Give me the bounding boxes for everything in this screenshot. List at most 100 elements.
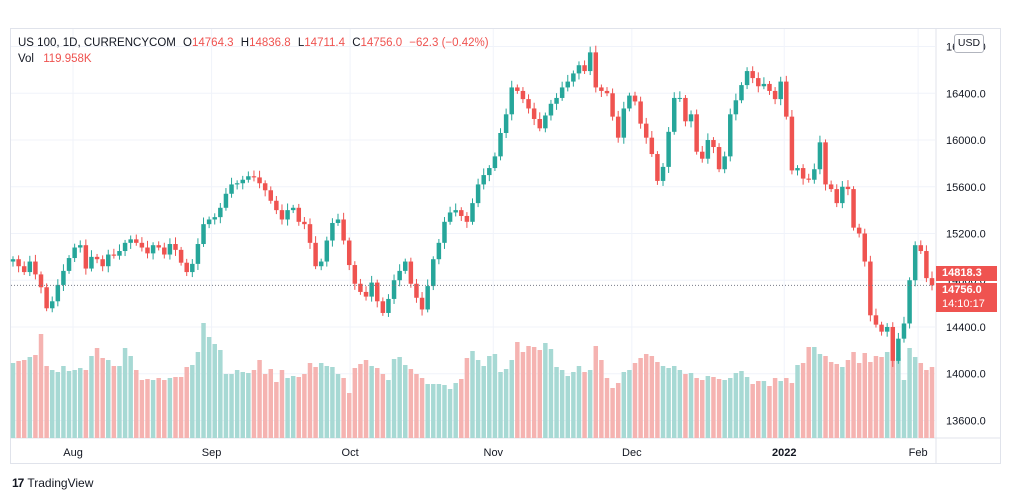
y-tick-label: 13600.0: [946, 415, 986, 427]
volume-bar: [425, 384, 430, 438]
candle-body: [16, 259, 21, 267]
candle-body: [509, 87, 514, 115]
volume-bar: [386, 380, 391, 438]
volume-bar: [195, 352, 201, 438]
volume-bar: [784, 378, 789, 438]
volume-bar: [587, 370, 593, 438]
volume-bar: [834, 364, 839, 438]
volume-bar: [296, 377, 302, 438]
candle-body: [840, 186, 845, 204]
candle-body: [128, 239, 133, 243]
candle-body: [324, 240, 330, 262]
volume-bar: [638, 358, 643, 438]
candle-body: [49, 301, 55, 309]
currency-button[interactable]: USD: [954, 34, 984, 53]
candle-body: [789, 116, 795, 171]
volume-bar: [475, 360, 481, 438]
candle-body: [335, 219, 341, 223]
volume-bar: [582, 372, 587, 438]
volume-bar: [408, 369, 414, 438]
volume-bar: [728, 378, 733, 438]
candle-body: [901, 323, 907, 339]
volume-bar: [89, 356, 94, 438]
candle-body: [156, 245, 161, 248]
symbol-label: US 100, 1D, CURRENCYCOM: [18, 37, 176, 49]
candle-body: [503, 114, 509, 134]
candle-body: [643, 123, 649, 138]
volume-bar: [464, 358, 470, 438]
candle-body: [722, 156, 727, 170]
candle-body: [408, 261, 414, 284]
candle-body: [44, 287, 49, 309]
volume-bar: [346, 393, 352, 438]
volume-bar: [896, 358, 901, 438]
candle-body: [700, 151, 705, 159]
candle-body: [10, 259, 16, 262]
candle-body: [397, 270, 402, 281]
candle-body: [274, 200, 279, 211]
volume-bar: [27, 357, 33, 438]
volume-bar: [391, 359, 397, 438]
volume-bar: [884, 352, 890, 438]
volume-bar: [290, 376, 296, 438]
volume-bar: [431, 384, 436, 438]
candle-body: [531, 108, 537, 119]
candle-body: [55, 284, 61, 302]
candle-body: [823, 142, 828, 185]
candle-body: [223, 193, 229, 208]
candle-body: [447, 212, 453, 222]
volume-bar: [111, 366, 117, 438]
candle-body: [240, 179, 245, 184]
countdown-tag: 14:10:17: [936, 297, 997, 312]
volume-bar: [201, 323, 206, 438]
volume-bar: [257, 360, 262, 438]
candle-body: [812, 169, 817, 180]
tradingview-brand[interactable]: 17 TradingView: [12, 476, 93, 490]
candle-body: [195, 244, 201, 264]
candle-body: [61, 270, 66, 285]
high-value: 14836.8: [249, 37, 291, 49]
volume-bar: [374, 368, 380, 438]
candle-body: [206, 219, 212, 225]
volume-bar: [117, 366, 122, 438]
candle-body: [122, 242, 128, 252]
volume-bar: [330, 367, 335, 438]
volume-bar: [503, 369, 509, 438]
volume-bar: [470, 351, 475, 438]
candle-body: [346, 240, 352, 266]
volume-bar: [106, 360, 111, 438]
volume-bar: [671, 366, 677, 438]
volume-bar: [268, 369, 274, 438]
volume-bar: [509, 360, 514, 438]
candle-body: [341, 219, 346, 241]
volume-bar: [498, 372, 503, 438]
candle-body: [296, 207, 302, 222]
volume-bar: [318, 363, 324, 438]
volume-bar: [828, 362, 834, 438]
candle-body: [683, 97, 688, 122]
candle-body: [72, 247, 77, 259]
volume-bar: [515, 342, 520, 438]
candle-body: [358, 283, 363, 292]
x-tick-label: Sep: [202, 447, 222, 459]
candle-body: [587, 52, 593, 72]
candle-body: [604, 90, 610, 94]
candle-body: [778, 81, 783, 100]
volume-bar: [868, 362, 873, 438]
candle-body: [873, 315, 879, 325]
volume-bar: [705, 376, 711, 438]
candle-body: [806, 178, 811, 180]
candle-body: [559, 87, 565, 98]
volume-bar: [879, 357, 884, 438]
candle-body: [442, 221, 447, 243]
candle-body: [380, 301, 386, 313]
volume-bar: [49, 370, 55, 438]
candle-body: [677, 97, 683, 99]
volume-bar: [341, 378, 346, 438]
candle-body: [711, 140, 716, 148]
volume-bar: [313, 367, 318, 438]
volume-bar: [688, 373, 694, 438]
candle-body: [733, 100, 739, 115]
candle-body: [638, 101, 643, 124]
